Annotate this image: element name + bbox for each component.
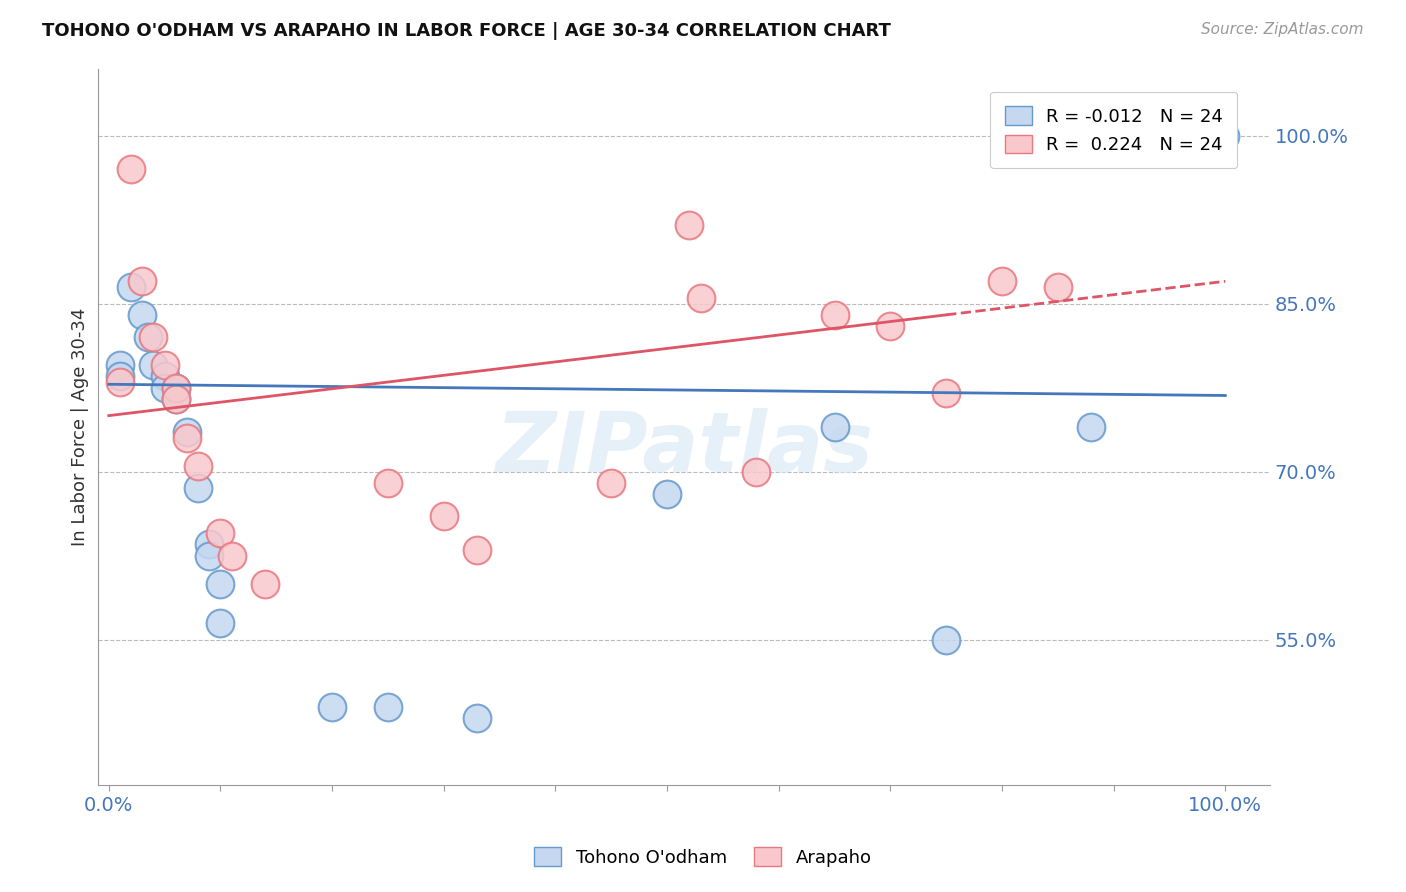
- Point: [187, 458, 209, 473]
- Point: [824, 308, 846, 322]
- Point: [165, 392, 187, 406]
- Point: [433, 509, 456, 524]
- Point: [209, 576, 232, 591]
- Point: [689, 291, 711, 305]
- Point: [377, 699, 399, 714]
- Legend: R = -0.012   N = 24, R =  0.224   N = 24: R = -0.012 N = 24, R = 0.224 N = 24: [990, 92, 1237, 169]
- Point: [1213, 128, 1236, 143]
- Point: [153, 369, 176, 384]
- Point: [321, 699, 343, 714]
- Point: [120, 280, 142, 294]
- Point: [824, 420, 846, 434]
- Point: [935, 632, 957, 647]
- Text: ZIPatlas: ZIPatlas: [495, 408, 873, 489]
- Point: [935, 386, 957, 401]
- Text: Source: ZipAtlas.com: Source: ZipAtlas.com: [1201, 22, 1364, 37]
- Point: [187, 482, 209, 496]
- Point: [198, 537, 221, 551]
- Point: [165, 392, 187, 406]
- Point: [377, 475, 399, 490]
- Y-axis label: In Labor Force | Age 30-34: In Labor Force | Age 30-34: [72, 308, 89, 546]
- Point: [176, 425, 198, 440]
- Point: [142, 330, 165, 344]
- Point: [142, 358, 165, 372]
- Point: [120, 162, 142, 177]
- Point: [198, 549, 221, 563]
- Point: [254, 576, 277, 591]
- Point: [465, 543, 488, 558]
- Point: [879, 319, 901, 334]
- Point: [165, 381, 187, 395]
- Point: [108, 369, 131, 384]
- Point: [165, 381, 187, 395]
- Point: [1046, 280, 1069, 294]
- Point: [136, 330, 159, 344]
- Point: [108, 375, 131, 389]
- Point: [221, 549, 243, 563]
- Point: [131, 274, 153, 288]
- Point: [209, 615, 232, 630]
- Point: [600, 475, 623, 490]
- Point: [655, 487, 678, 501]
- Point: [108, 358, 131, 372]
- Point: [209, 526, 232, 541]
- Text: TOHONO O'ODHAM VS ARAPAHO IN LABOR FORCE | AGE 30-34 CORRELATION CHART: TOHONO O'ODHAM VS ARAPAHO IN LABOR FORCE…: [42, 22, 891, 40]
- Point: [678, 219, 700, 233]
- Point: [153, 358, 176, 372]
- Legend: Tohono O'odham, Arapaho: Tohono O'odham, Arapaho: [527, 840, 879, 874]
- Point: [745, 465, 768, 479]
- Point: [153, 381, 176, 395]
- Point: [176, 431, 198, 445]
- Point: [465, 711, 488, 725]
- Point: [1080, 420, 1102, 434]
- Point: [131, 308, 153, 322]
- Point: [991, 274, 1014, 288]
